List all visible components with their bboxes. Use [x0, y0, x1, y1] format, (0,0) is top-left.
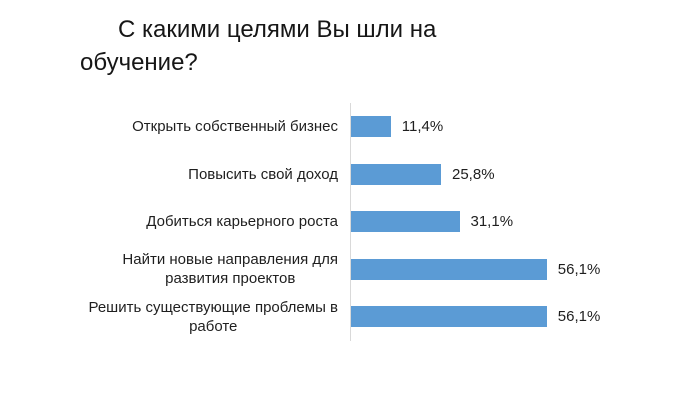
category-label: Открыть собственный бизнес: [78, 103, 338, 151]
category-label: Добиться карьерного роста: [78, 198, 338, 246]
category-label-text: Открыть собственный бизнес: [132, 118, 338, 136]
category-label-text: Решить существующие проблемы в работе: [88, 298, 338, 335]
bar-row: 11,4%: [351, 103, 600, 151]
bar: [351, 163, 441, 185]
category-axis: Открыть собственный бизнес Повысить свой …: [78, 103, 350, 341]
bar: [351, 116, 391, 138]
bar: [351, 211, 460, 233]
bar: [351, 258, 547, 280]
bar-row: 56,1%: [351, 246, 600, 294]
category-label-text: Добиться карьерного роста: [146, 213, 338, 231]
chart-title: С какими целями Вы шли на обучение?: [80, 16, 437, 76]
bar-row: 25,8%: [351, 151, 600, 199]
bar: [351, 306, 547, 328]
plot-area: 11,4% 25,8% 31,1% 56,1% 56,1%: [350, 103, 600, 341]
value-label: 25,8%: [452, 165, 495, 183]
category-label: Решить существующие проблемы в работе: [78, 293, 338, 341]
category-label-text: Повысить свой доход: [188, 165, 338, 183]
value-label: 56,1%: [557, 260, 601, 278]
category-label: Найти новые направления для развития про…: [78, 246, 338, 294]
category-label-text: Найти новые направления для развития про…: [122, 251, 338, 288]
value-label: 11,4%: [401, 118, 444, 136]
bar-row: 56,1%: [351, 293, 600, 341]
bar-chart: Открыть собственный бизнес Повысить свой …: [78, 103, 600, 341]
value-label: 31,1%: [470, 213, 514, 231]
category-label: Повысить свой доход: [78, 151, 338, 199]
bar-row: 31,1%: [351, 198, 600, 246]
value-label: 56,1%: [557, 308, 601, 326]
